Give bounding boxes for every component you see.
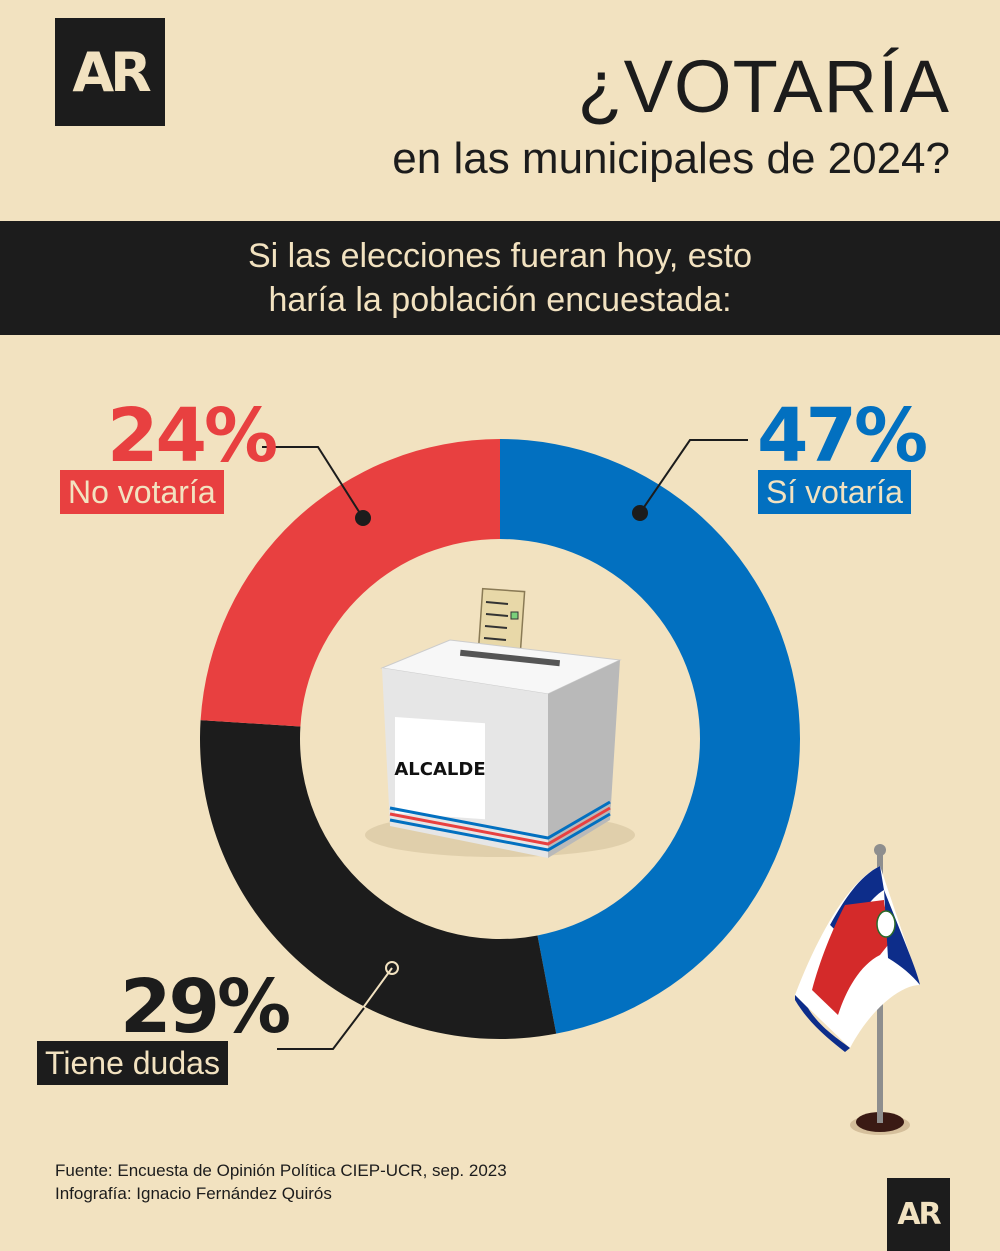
leader-line — [639, 439, 748, 514]
donut-slice-tiene-dudas — [199, 720, 557, 1039]
flag-cloth — [795, 866, 920, 1052]
slice-value-si-votaria: 47% — [757, 393, 928, 479]
ballot-stripes — [389, 800, 611, 852]
donut-slices — [199, 439, 800, 1039]
ballot-box-illustration: ALCALDE — [365, 587, 635, 858]
banner-line-1: Si las elecciones fueran hoy, esto — [248, 236, 752, 275]
leader-dot — [632, 505, 648, 521]
donut-slice-s-votar-a — [500, 439, 800, 1034]
ballot-box-label: ALCALDE — [394, 759, 485, 780]
source-note: Fuente: Encuesta de Opinión Política CIE… — [55, 1161, 507, 1180]
slice-value-tiene-dudas: 29% — [120, 964, 291, 1050]
leader-line-outer — [277, 1007, 365, 1050]
donut-chart: ALCALDE — [199, 439, 920, 1135]
leader-line — [262, 446, 364, 519]
slice-label-si-votaria: Sí votaría — [758, 470, 911, 514]
brand-logo-small: AR — [887, 1178, 950, 1251]
slice-value-no-votaria: 24% — [107, 393, 278, 479]
credit-note: Infografía: Ignacio Fernández Quirós — [55, 1183, 332, 1203]
slice-label-tiene-dudas: Tiene dudas — [37, 1041, 228, 1085]
page-title: ¿VOTARÍA — [577, 45, 950, 128]
footer-notes: Fuente: Encuesta de Opinión Política CIE… — [55, 1160, 507, 1206]
flag-illustration — [795, 844, 920, 1135]
question-banner: Si las elecciones fueran hoy, esto haría… — [0, 221, 1000, 335]
donut-slice-no-votar-a — [200, 439, 500, 727]
page-subtitle: en las municipales de 2024? — [392, 134, 950, 183]
leader-dot — [385, 961, 399, 975]
brand-logo: AR — [55, 18, 165, 126]
slice-label-no-votaria: No votaría — [60, 470, 224, 514]
leader-lines — [262, 439, 748, 1050]
leader-dot — [355, 510, 371, 526]
banner-line-2: haría la población encuestada: — [268, 281, 732, 319]
